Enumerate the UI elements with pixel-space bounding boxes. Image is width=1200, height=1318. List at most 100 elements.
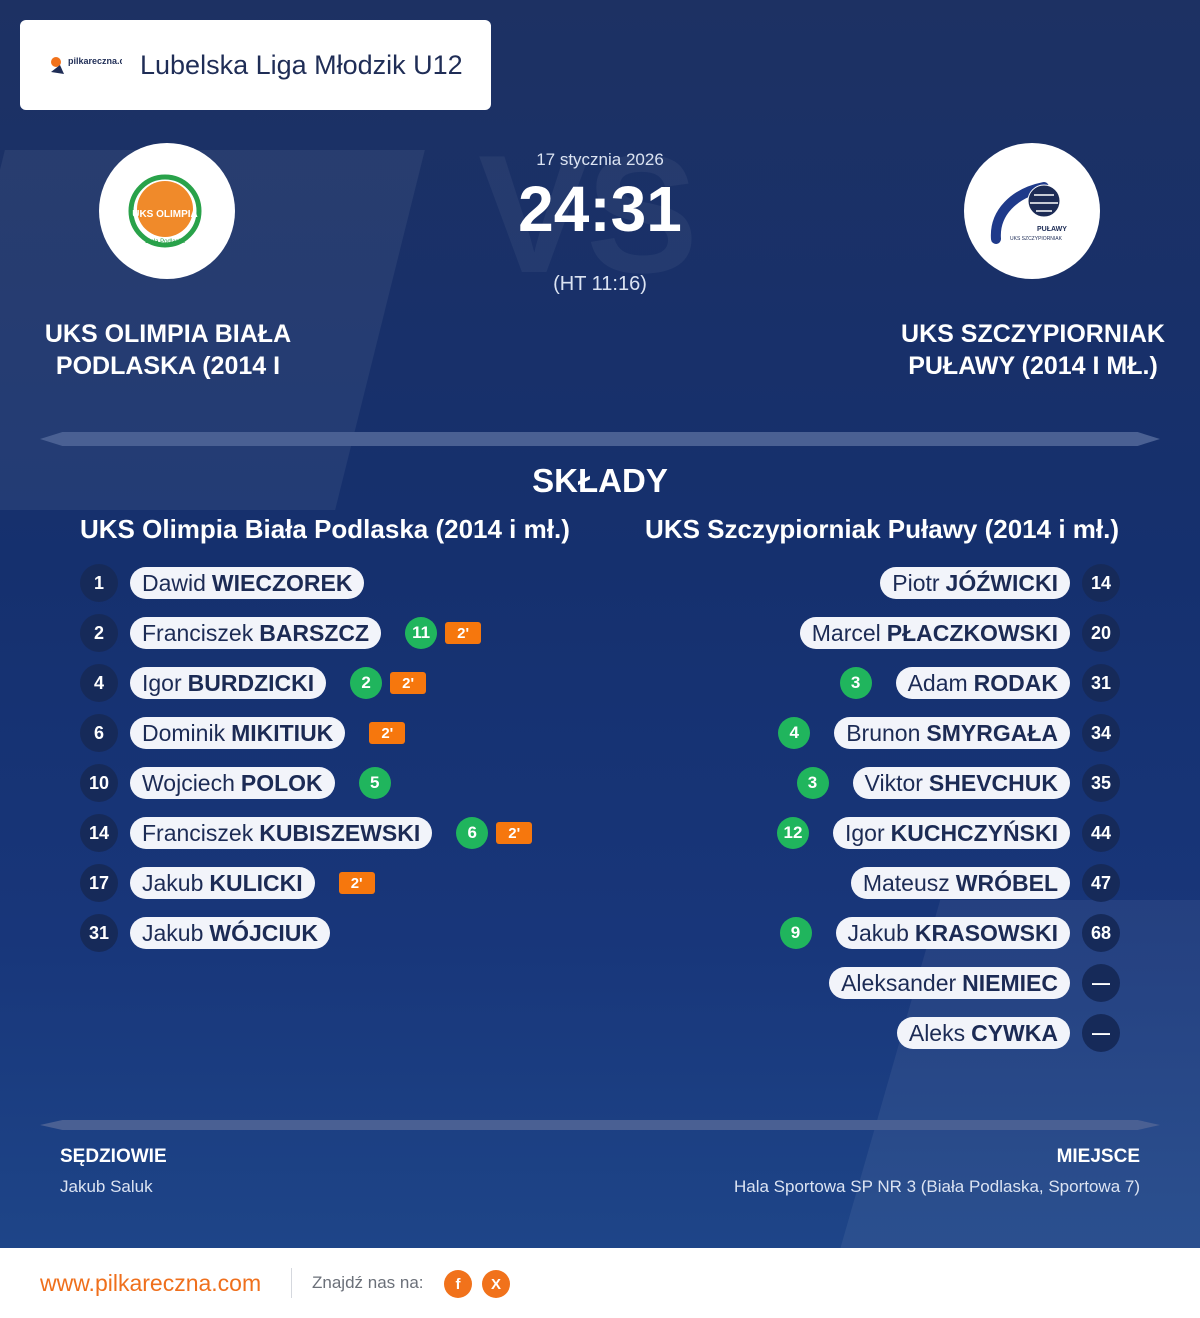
away-crest-icon: PUŁAWY UKS SZCZYPIORNIAK bbox=[990, 182, 1067, 244]
player-first-name: Dawid bbox=[142, 569, 206, 596]
x-icon[interactable]: X bbox=[482, 1270, 510, 1298]
lineups-title: SKŁADY bbox=[532, 462, 668, 499]
svg-text:UKS SZCZYPIORNIAK: UKS SZCZYPIORNIAK bbox=[1010, 236, 1063, 242]
shirt-number: 34 bbox=[1082, 714, 1120, 752]
referees-label: SĘDZIOWIE bbox=[60, 1146, 167, 1167]
svg-text:Biała Podlaska: Biała Podlaska bbox=[145, 239, 185, 245]
goals-badge: 6 bbox=[456, 817, 489, 849]
player-row: 4 Brunon SMYRGAŁA 34 bbox=[600, 708, 1120, 758]
goals-badge: 11 bbox=[405, 617, 438, 649]
home-lineup-heading: UKS Olimpia Biała Podlaska (2014 i mł.) bbox=[80, 514, 570, 544]
player-row: Aleks CYWKA — bbox=[600, 1008, 1120, 1058]
facebook-icon[interactable]: f bbox=[444, 1270, 472, 1298]
player-row: 3 Viktor SHEVCHUK 35 bbox=[600, 758, 1120, 808]
player-row: Marcel PŁACZKOWSKI 20 bbox=[600, 608, 1120, 658]
player-name: Viktor SHEVCHUK bbox=[852, 767, 1070, 799]
shirt-number: 1 bbox=[80, 564, 118, 602]
player-row: 6 Dominik MIKITIUK 2' bbox=[80, 708, 600, 758]
away-team-logo: PUŁAWY UKS SZCZYPIORNIAK bbox=[964, 143, 1100, 279]
player-row: Aleksander NIEMIEC — bbox=[600, 958, 1120, 1008]
player-row: 17 Jakub KULICKI 2' bbox=[80, 858, 600, 908]
svg-text:UKS OLIMPIA: UKS OLIMPIA bbox=[132, 209, 198, 220]
player-row: 3 Adam RODAK 31 bbox=[600, 658, 1120, 708]
shirt-number: 31 bbox=[80, 914, 118, 952]
player-row: 2 Franciszek BARSZCZ 11 2' bbox=[80, 608, 600, 658]
player-first-name: Adam bbox=[907, 669, 968, 696]
player-first-name: Igor bbox=[844, 819, 885, 846]
player-row: 9 Jakub KRASOWSKI 68 bbox=[600, 908, 1120, 958]
match-date: 17 stycznia 2026 bbox=[536, 150, 664, 169]
shirt-number: 35 bbox=[1082, 764, 1120, 802]
player-first-name: Dominik bbox=[142, 719, 226, 746]
divider bbox=[40, 1120, 1160, 1130]
player-first-name: Wojciech bbox=[142, 769, 235, 796]
player-last-name: RODAK bbox=[973, 669, 1058, 696]
player-last-name: JÓŹWICKI bbox=[945, 569, 1058, 596]
player-first-name: Viktor bbox=[864, 769, 923, 796]
player-row: Mateusz WRÓBEL 47 bbox=[600, 858, 1120, 908]
player-row: 4 Igor BURDZICKI 2 2' bbox=[80, 658, 600, 708]
player-row: 1 Dawid WIECZOREK bbox=[80, 558, 600, 608]
player-name: Piotr JÓŹWICKI bbox=[880, 567, 1070, 599]
penalty-badge: 2' bbox=[445, 622, 482, 644]
player-last-name: KULICKI bbox=[209, 869, 303, 896]
shirt-number: 2 bbox=[80, 614, 118, 652]
penalty-badge: 2' bbox=[369, 722, 406, 744]
venue-value: Hala Sportowa SP NR 3 (Biała Podlaska, S… bbox=[734, 1177, 1140, 1196]
player-row: 14 Franciszek KUBISZEWSKI 6 2' bbox=[80, 808, 600, 858]
goals-badge: 9 bbox=[779, 917, 812, 949]
player-name: Brunon SMYRGAŁA bbox=[834, 717, 1070, 749]
player-last-name: WIECZOREK bbox=[211, 569, 353, 596]
league-name: Lubelska Liga Młodzik U12 bbox=[140, 50, 463, 80]
match-poster: VS pilkareczna.com Lubelska Liga Młodzik… bbox=[0, 0, 1200, 1248]
player-name: Aleks CYWKA bbox=[896, 1017, 1070, 1049]
footer-separator bbox=[291, 1268, 292, 1298]
player-name: Dominik MIKITIUK bbox=[130, 717, 346, 749]
goals-badge: 2 bbox=[350, 667, 383, 699]
player-first-name: Jakub bbox=[847, 919, 909, 946]
player-last-name: WÓJCIUK bbox=[209, 919, 318, 946]
goals-badge: 4 bbox=[778, 717, 811, 749]
penalty-badge: 2' bbox=[338, 872, 375, 894]
footer: www.pilkareczna.com Znajdź nas na: f X bbox=[0, 1248, 1200, 1318]
player-name: Jakub WÓJCIUK bbox=[130, 917, 330, 949]
player-first-name: Jakub bbox=[142, 919, 204, 946]
league-card: pilkareczna.com Lubelska Liga Młodzik U1… bbox=[20, 20, 491, 110]
shirt-number: 17 bbox=[80, 864, 118, 902]
home-crest-icon: UKS OLIMPIA Biała Podlaska bbox=[128, 174, 202, 248]
player-name: Marcel PŁACZKOWSKI bbox=[799, 617, 1070, 649]
away-roster: Piotr JÓŹWICKI 14 Marcel PŁACZKOWSKI 20 3 Adam R… bbox=[600, 558, 1120, 1058]
player-name: Mateusz WRÓBEL bbox=[850, 867, 1070, 899]
away-team-name: UKS SZCZYPIORNIAK PUŁAWY (2014 I MŁ.) bbox=[901, 320, 1165, 380]
player-name: Igor KUCHCZYŃSKI bbox=[832, 817, 1070, 849]
player-first-name: Marcel bbox=[811, 619, 881, 646]
player-last-name: POLOK bbox=[240, 769, 323, 796]
player-last-name: BURDZICKI bbox=[187, 669, 315, 696]
logo-text: pilkareczna.com bbox=[68, 56, 122, 66]
player-name: Franciszek KUBISZEWSKI bbox=[130, 817, 433, 849]
player-name: Adam RODAK bbox=[895, 667, 1070, 699]
penalty-badge: 2' bbox=[496, 822, 533, 844]
shirt-number: — bbox=[1082, 1014, 1120, 1052]
penalty-badge: 2' bbox=[390, 672, 427, 694]
player-name: Aleksander NIEMIEC bbox=[829, 967, 1070, 999]
home-team-logo: UKS OLIMPIA Biała Podlaska bbox=[99, 143, 235, 279]
goals-badge: 12 bbox=[776, 817, 809, 849]
halftime-score: (HT 11:16) bbox=[553, 273, 647, 295]
away-lineup-heading: UKS Szczypiorniak Puławy (2014 i mł.) bbox=[645, 514, 1119, 544]
vs-watermark: VS bbox=[478, 120, 698, 308]
player-last-name: KRASOWSKI bbox=[914, 919, 1058, 946]
shirt-number: — bbox=[1082, 964, 1120, 1002]
player-last-name: WRÓBEL bbox=[955, 869, 1058, 896]
venue-label: MIEJSCE bbox=[1056, 1146, 1140, 1167]
goals-badge: 5 bbox=[358, 767, 391, 799]
shirt-number: 14 bbox=[80, 814, 118, 852]
goals-badge: 3 bbox=[839, 667, 872, 699]
player-row: 31 Jakub WÓJCIUK bbox=[80, 908, 600, 958]
player-name: Jakub KULICKI bbox=[130, 867, 315, 899]
player-first-name: Jakub bbox=[142, 869, 204, 896]
website-link[interactable]: www.pilkareczna.com bbox=[40, 1270, 262, 1296]
goals-badge: 3 bbox=[796, 767, 829, 799]
shirt-number: 4 bbox=[80, 664, 118, 702]
shirt-number: 14 bbox=[1082, 564, 1120, 602]
